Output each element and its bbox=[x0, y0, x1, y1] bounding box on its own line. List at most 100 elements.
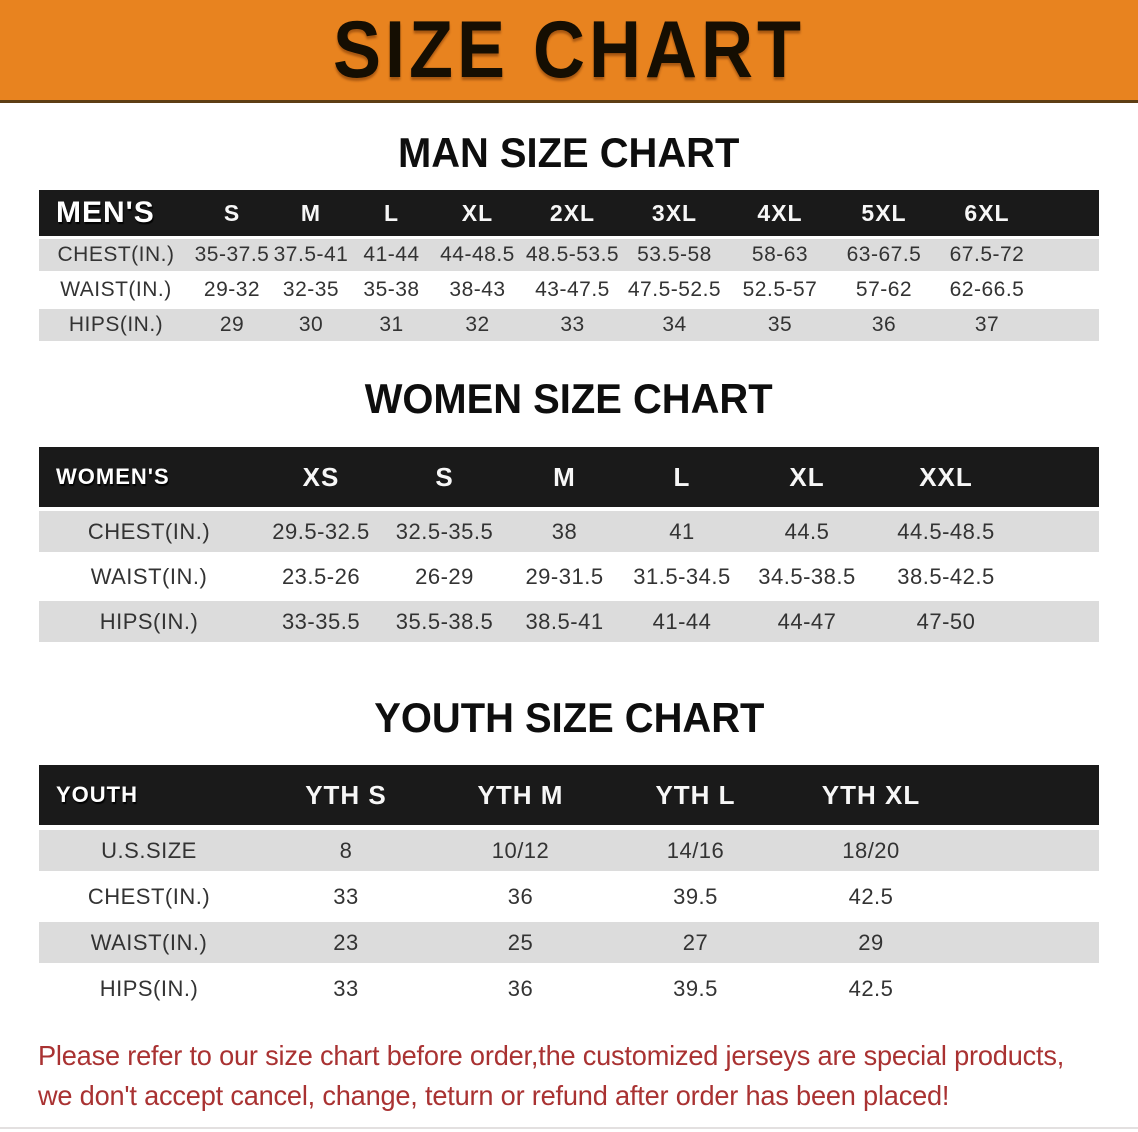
column-header: 3XL bbox=[651, 199, 698, 226]
table-row-waist: WAIST(IN.) 23.5-26 26-29 29-31.5 31.5-34… bbox=[39, 556, 1099, 597]
table-cell: 41-44 bbox=[363, 243, 420, 266]
table-cell: 35 bbox=[767, 313, 793, 336]
table-cell: 38.5-42.5 bbox=[897, 563, 995, 589]
table-cell: 47.5-52.5 bbox=[627, 278, 722, 301]
column-header: S bbox=[223, 199, 241, 226]
row-label: CHEST(IN.) bbox=[57, 243, 175, 266]
table-cell: 47-50 bbox=[916, 608, 976, 634]
table-cell: 23.5-26 bbox=[281, 563, 361, 589]
column-header: XS bbox=[302, 461, 340, 492]
table-cell: 42.5 bbox=[848, 975, 894, 1001]
table-row-waist: WAIST(IN.) 29-32 32-35 35-38 38-43 43-47… bbox=[39, 274, 1099, 306]
men-group-label: MEN'S bbox=[56, 196, 155, 229]
table-cell: 41-44 bbox=[652, 608, 712, 634]
table-cell: 38-43 bbox=[449, 278, 506, 301]
table-cell: 35-38 bbox=[363, 278, 420, 301]
table-cell: 30 bbox=[298, 313, 324, 336]
banner: SIZE CHART bbox=[0, 0, 1138, 103]
column-header: YTH XL bbox=[821, 779, 921, 810]
column-header: YTH L bbox=[655, 779, 736, 810]
row-label: CHEST(IN.) bbox=[87, 518, 211, 544]
row-label: U.S.SIZE bbox=[101, 837, 197, 863]
table-cell: 32.5-35.5 bbox=[395, 518, 494, 544]
table-cell: 43-47.5 bbox=[535, 278, 610, 301]
column-header: 2XL bbox=[549, 199, 596, 226]
table-cell: 41 bbox=[669, 518, 695, 544]
table-cell: 37.5-41 bbox=[273, 243, 349, 266]
column-header: 6XL bbox=[964, 199, 1010, 226]
table-cell: 57-62 bbox=[855, 278, 913, 301]
table-cell: 23 bbox=[333, 929, 359, 955]
table-cell: 63-67.5 bbox=[846, 243, 922, 266]
table-row-chest: CHEST(IN.) 33 36 39.5 42.5 bbox=[39, 876, 1099, 917]
youth-section-heading: YOUTH SIZE CHART bbox=[0, 694, 1138, 742]
table-cell: 18/20 bbox=[842, 837, 900, 863]
row-label: CHEST(IN.) bbox=[87, 883, 211, 909]
table-cell: 44-47 bbox=[777, 608, 837, 634]
men-size-table: MEN'S S M L XL 2XL 3XL 4XL 5XL 6XL CHEST… bbox=[39, 190, 1099, 341]
table-cell: 33 bbox=[333, 883, 359, 909]
women-size-table: WOMEN'S XS S M L XL XXL CHEST(IN.) 29.5-… bbox=[39, 447, 1099, 642]
table-cell: 32-35 bbox=[282, 278, 340, 301]
row-label: HIPS(IN.) bbox=[99, 975, 199, 1001]
footer-note-line-2: we don't accept cancel, change, teturn o… bbox=[38, 1080, 950, 1111]
table-cell: 44.5-48.5 bbox=[897, 518, 995, 544]
table-cell: 25 bbox=[507, 929, 534, 955]
table-cell: 10/12 bbox=[491, 837, 550, 863]
table-cell: 35.5-38.5 bbox=[395, 608, 494, 634]
column-header: XL bbox=[789, 461, 825, 492]
men-section-heading: MAN SIZE CHART bbox=[0, 129, 1138, 177]
table-cell: 44.5 bbox=[784, 518, 830, 544]
table-cell: 34 bbox=[662, 313, 687, 336]
table-row-hips: HIPS(IN.) 33-35.5 35.5-38.5 38.5-41 41-4… bbox=[39, 601, 1099, 642]
table-row-hips: HIPS(IN.) 33 36 39.5 42.5 bbox=[39, 968, 1099, 1009]
table-cell: 42.5 bbox=[848, 883, 894, 909]
table-cell: 36 bbox=[507, 975, 534, 1001]
column-header: 4XL bbox=[757, 199, 803, 226]
footer-note-line-1: Please refer to our size chart before or… bbox=[38, 1040, 1065, 1071]
men-heading-text: MAN SIZE CHART bbox=[398, 129, 740, 176]
table-cell: 62-66.5 bbox=[949, 278, 1025, 301]
table-row-chest: CHEST(IN.) 35-37.5 37.5-41 41-44 44-48.5… bbox=[39, 239, 1099, 271]
table-row-chest: CHEST(IN.) 29.5-32.5 32.5-35.5 38 41 44.… bbox=[39, 511, 1099, 552]
row-label: WAIST(IN.) bbox=[60, 278, 172, 301]
women-table-header-row: WOMEN'S XS S M L XL XXL bbox=[39, 447, 1099, 507]
table-cell: 29.5-32.5 bbox=[272, 518, 370, 544]
banner-title: SIZE CHART bbox=[333, 5, 805, 95]
table-row-us-size: U.S.SIZE 8 10/12 14/16 18/20 bbox=[39, 830, 1099, 871]
women-group-label: WOMEN'S bbox=[56, 464, 170, 489]
table-row-hips: HIPS(IN.) 29 30 31 32 33 34 35 36 37 bbox=[39, 309, 1099, 341]
column-header: M bbox=[300, 199, 322, 226]
column-header: XL bbox=[461, 199, 494, 226]
table-cell: 14/16 bbox=[666, 837, 725, 863]
table-cell: 8 bbox=[339, 837, 353, 863]
column-header: S bbox=[435, 461, 454, 492]
column-header: 5XL bbox=[861, 199, 907, 226]
column-header: YTH M bbox=[477, 779, 564, 810]
table-cell: 34.5-38.5 bbox=[758, 563, 856, 589]
table-cell: 67.5-72 bbox=[949, 243, 1025, 266]
column-header: L bbox=[673, 461, 691, 492]
table-cell: 48.5-53.5 bbox=[525, 243, 620, 266]
youth-heading-text: YOUTH SIZE CHART bbox=[373, 694, 765, 741]
footer-note: Please refer to our size chart before or… bbox=[38, 1036, 1100, 1116]
table-cell: 31 bbox=[379, 313, 404, 336]
table-cell: 27 bbox=[682, 929, 709, 955]
table-cell: 39.5 bbox=[673, 883, 718, 909]
women-section-heading: WOMEN SIZE CHART bbox=[0, 375, 1138, 423]
table-cell: 53.5-58 bbox=[637, 243, 712, 266]
table-cell: 58-63 bbox=[751, 243, 809, 266]
youth-size-table: YOUTH YTH S YTH M YTH L YTH XL U.S.SIZE … bbox=[39, 765, 1099, 1009]
column-header: M bbox=[553, 461, 576, 492]
column-header: L bbox=[383, 199, 400, 226]
table-cell: 29-31.5 bbox=[525, 563, 604, 589]
row-label: WAIST(IN.) bbox=[90, 929, 208, 955]
table-cell: 37 bbox=[974, 313, 1000, 336]
table-cell: 33 bbox=[333, 975, 359, 1001]
row-label: WAIST(IN.) bbox=[90, 563, 208, 589]
row-label: HIPS(IN.) bbox=[99, 608, 199, 634]
table-cell: 35-37.5 bbox=[194, 243, 270, 266]
table-cell: 36 bbox=[871, 313, 897, 336]
table-cell: 26-29 bbox=[415, 563, 474, 589]
women-heading-text: WOMEN SIZE CHART bbox=[365, 375, 773, 422]
